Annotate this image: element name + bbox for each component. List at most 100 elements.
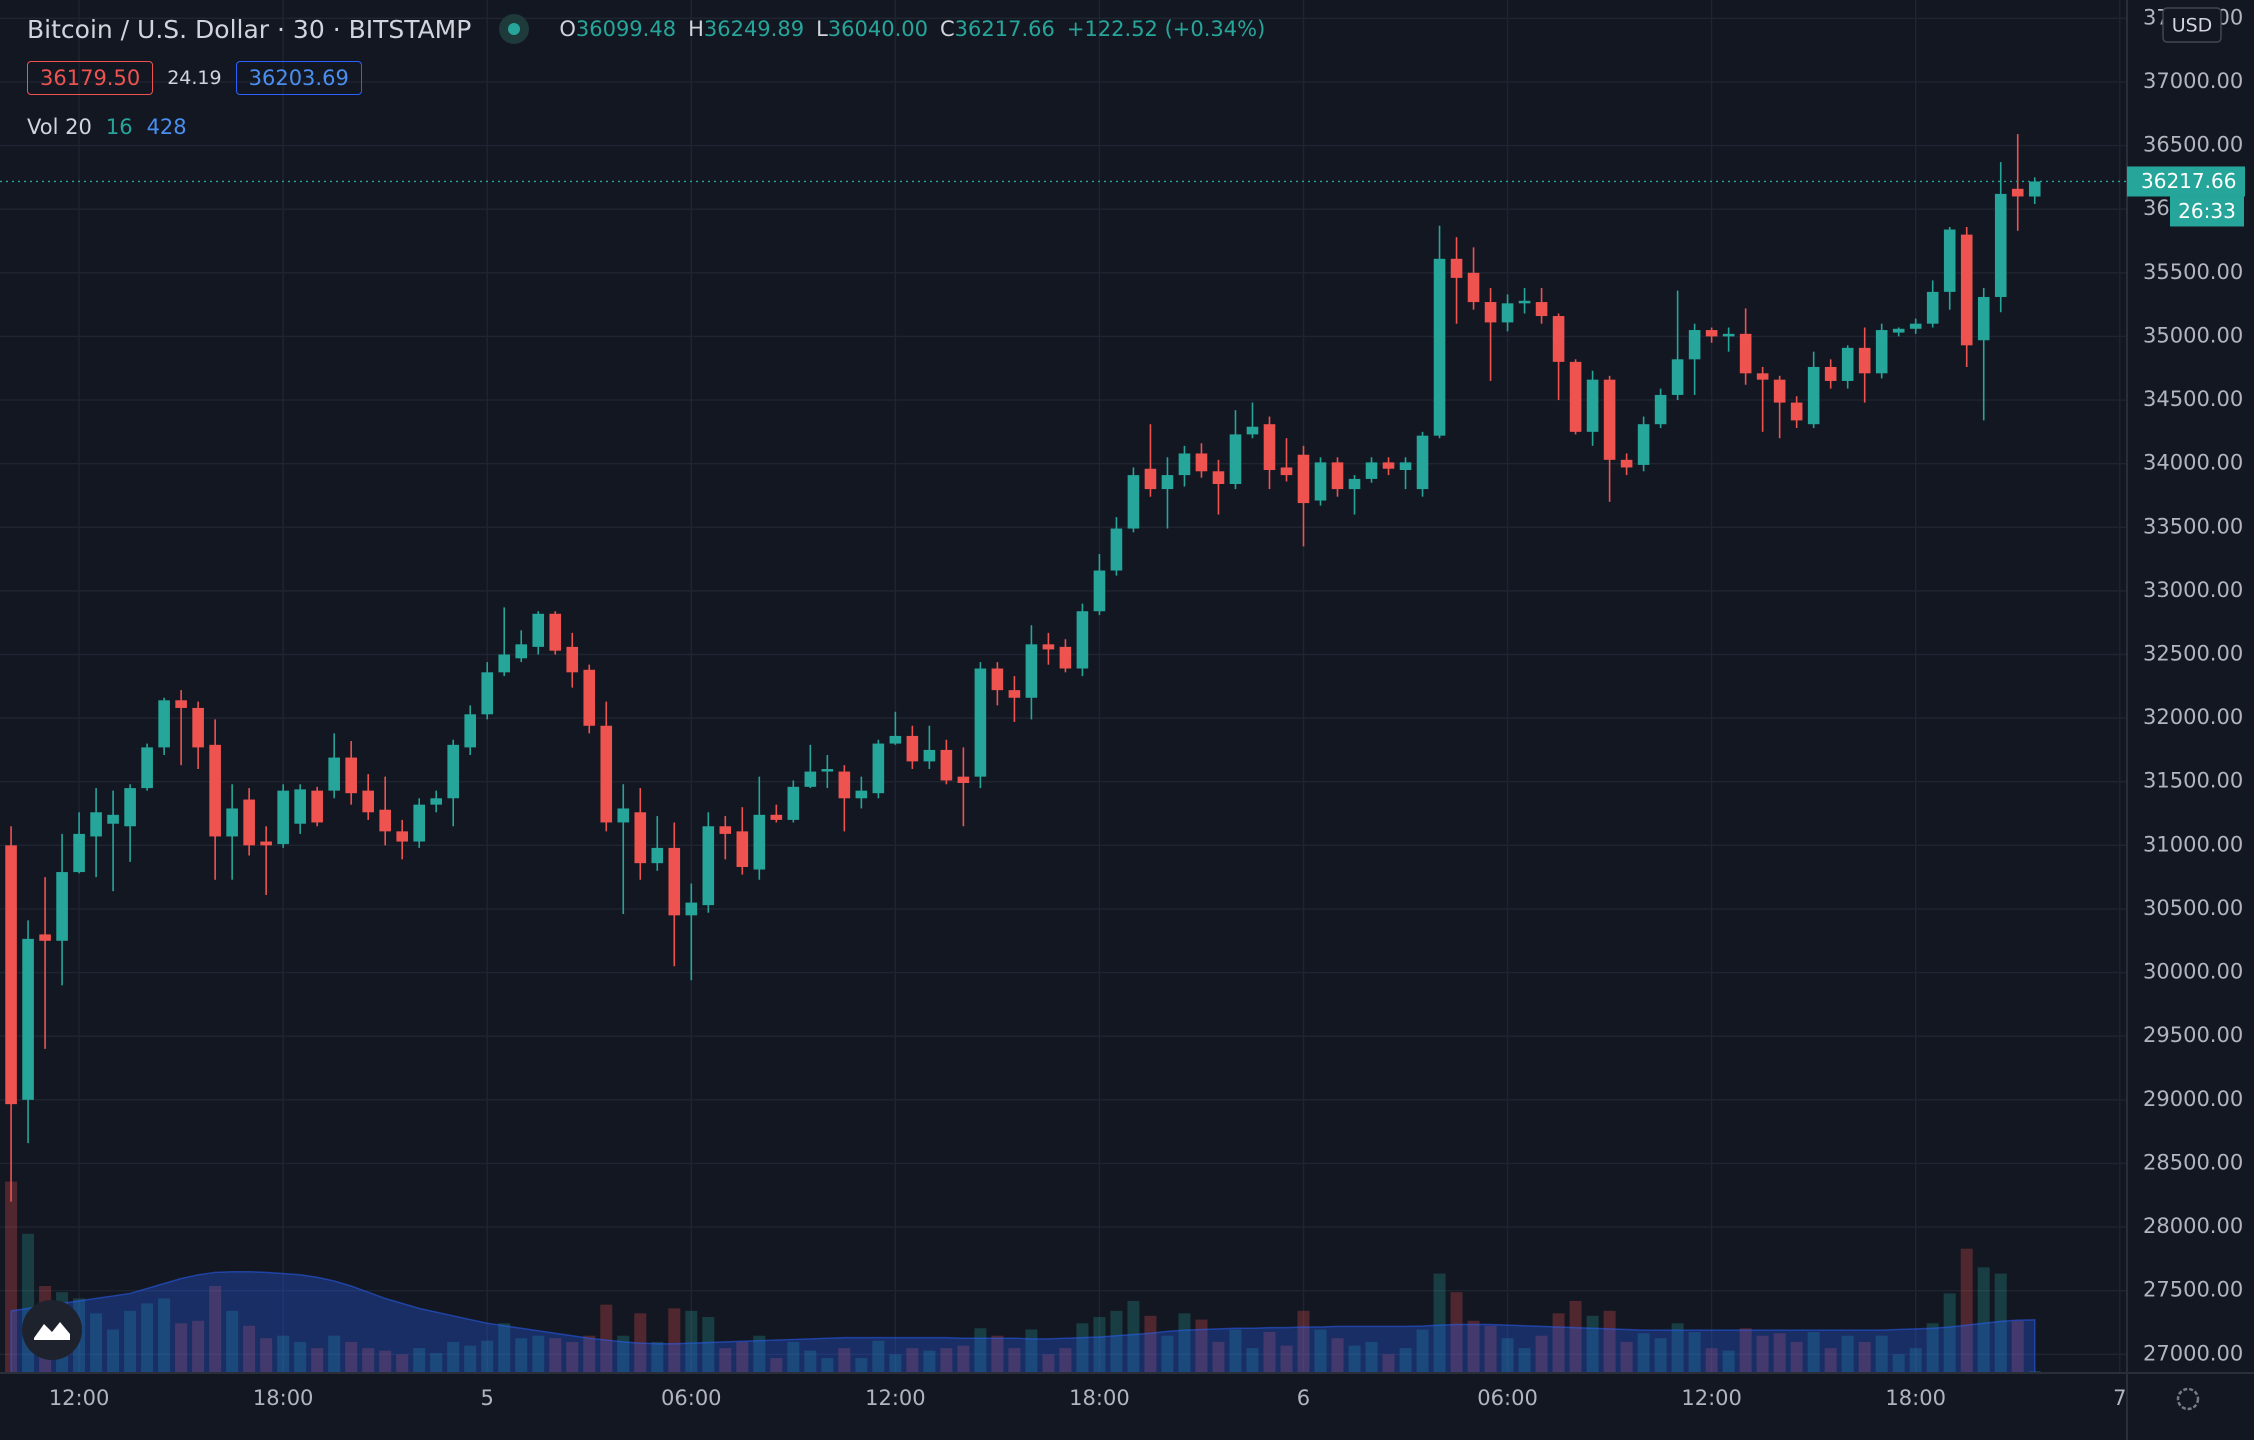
candle-body xyxy=(1433,258,1446,436)
candle-body xyxy=(991,668,1004,691)
y-tick-label: 37000.00 xyxy=(2143,69,2243,93)
buy-button[interactable]: 36203.69 xyxy=(235,61,362,95)
candle-body xyxy=(1144,468,1157,490)
candle-body xyxy=(124,788,136,827)
candle-body xyxy=(2011,188,2024,197)
sell-button[interactable]: 36179.50 xyxy=(27,61,154,95)
currency-button[interactable] xyxy=(2162,7,2222,43)
candle-body xyxy=(1331,462,1344,490)
volume-bar xyxy=(889,1354,902,1373)
y-tick-label: 33000.00 xyxy=(2143,578,2243,602)
candle-body xyxy=(532,613,545,647)
candle-body xyxy=(1586,379,1599,432)
candle-body xyxy=(1909,323,1922,329)
spread: 24.19 xyxy=(167,67,222,89)
candle-body xyxy=(1076,611,1089,669)
volume-bar xyxy=(1127,1300,1140,1373)
volume-bar xyxy=(1314,1329,1327,1373)
candle-body xyxy=(787,786,800,820)
volume-bar xyxy=(481,1340,494,1373)
logo-button[interactable] xyxy=(22,1300,82,1360)
candle-body xyxy=(56,872,68,941)
candle-body xyxy=(1229,434,1242,485)
candle-body xyxy=(957,776,970,784)
y-tick-label: 32000.00 xyxy=(2143,705,2243,729)
volume-bar xyxy=(107,1329,120,1373)
candle-body xyxy=(1569,361,1582,432)
candle-body xyxy=(209,744,221,837)
candle-body xyxy=(515,644,528,659)
volume-bar xyxy=(1263,1331,1276,1373)
candle-body xyxy=(1654,394,1667,425)
candle-body xyxy=(464,714,477,748)
candle-body xyxy=(396,831,408,842)
candle-body xyxy=(362,790,374,813)
candle-body xyxy=(1195,453,1208,472)
volume-bar xyxy=(1280,1345,1293,1373)
y-tick-label: 28000.00 xyxy=(2143,1214,2243,1238)
ohlc-value: 36249.89 xyxy=(703,17,805,41)
candle-body xyxy=(634,812,647,864)
volume-legend: Vol 20 16 428 xyxy=(27,110,187,144)
candle-body xyxy=(413,804,426,842)
y-tick-label: 31500.00 xyxy=(2143,769,2243,793)
candle-body xyxy=(549,613,562,651)
candle-body xyxy=(1416,435,1429,490)
candle-body xyxy=(1042,644,1055,650)
volume-bar xyxy=(1722,1350,1735,1373)
candle-body xyxy=(923,749,936,762)
candle-body xyxy=(600,725,613,823)
volume-bar xyxy=(413,1348,426,1373)
candle-body xyxy=(1620,459,1633,468)
candle-body xyxy=(430,798,443,805)
volume-bar xyxy=(1382,1354,1395,1373)
candle-body xyxy=(447,744,460,799)
settings-button[interactable] xyxy=(2176,1387,2200,1411)
candle-body xyxy=(1637,424,1650,465)
volume-bar xyxy=(1858,1341,1871,1373)
candle-body xyxy=(889,735,902,744)
candle-body xyxy=(906,735,919,762)
volume-bar xyxy=(1518,1348,1531,1373)
x-tick-label: 7 xyxy=(2113,1386,2126,1410)
countdown-label: 26:33 xyxy=(2178,199,2236,223)
candle-body xyxy=(736,831,749,867)
volume-bar xyxy=(1535,1335,1548,1373)
candle-body xyxy=(719,826,732,834)
candle-body xyxy=(277,790,289,845)
x-tick-label: 6 xyxy=(1297,1386,1310,1410)
candle-body xyxy=(1773,379,1786,403)
ohlc-label: C xyxy=(939,17,955,41)
volume-bar xyxy=(1093,1317,1106,1373)
volume-bar xyxy=(532,1335,545,1373)
ohlc-value: 36099.48 xyxy=(575,17,677,41)
volume-bar xyxy=(940,1348,953,1373)
candle-body xyxy=(1858,347,1871,374)
volume-bar xyxy=(1603,1310,1616,1373)
candle-body xyxy=(583,669,596,726)
y-tick-label: 28500.00 xyxy=(2143,1150,2243,1174)
volume-bar xyxy=(1110,1310,1123,1373)
candle-body xyxy=(651,847,664,864)
volume-bar xyxy=(192,1320,205,1373)
volume-bar xyxy=(906,1348,919,1373)
candle-body xyxy=(1280,467,1293,476)
candle-body xyxy=(328,757,340,791)
volume-bar xyxy=(209,1285,222,1373)
candle-body xyxy=(1552,316,1565,362)
candle-body xyxy=(1399,462,1412,471)
candle-body xyxy=(940,749,953,781)
candle-body xyxy=(1756,373,1769,380)
x-tick-label: 12:00 xyxy=(865,1386,926,1410)
candle-body xyxy=(1093,570,1106,612)
symbol-title[interactable]: Bitcoin / U.S. Dollar · 30 · BITSTAMP xyxy=(27,14,472,44)
candle-body xyxy=(1518,300,1531,304)
candle-body xyxy=(1297,454,1310,504)
candle-body xyxy=(1688,330,1701,360)
market-status[interactable] xyxy=(499,14,530,44)
candle-body xyxy=(1161,475,1174,490)
candle-body xyxy=(1348,478,1361,490)
x-tick-label: 18:00 xyxy=(1069,1386,1130,1410)
